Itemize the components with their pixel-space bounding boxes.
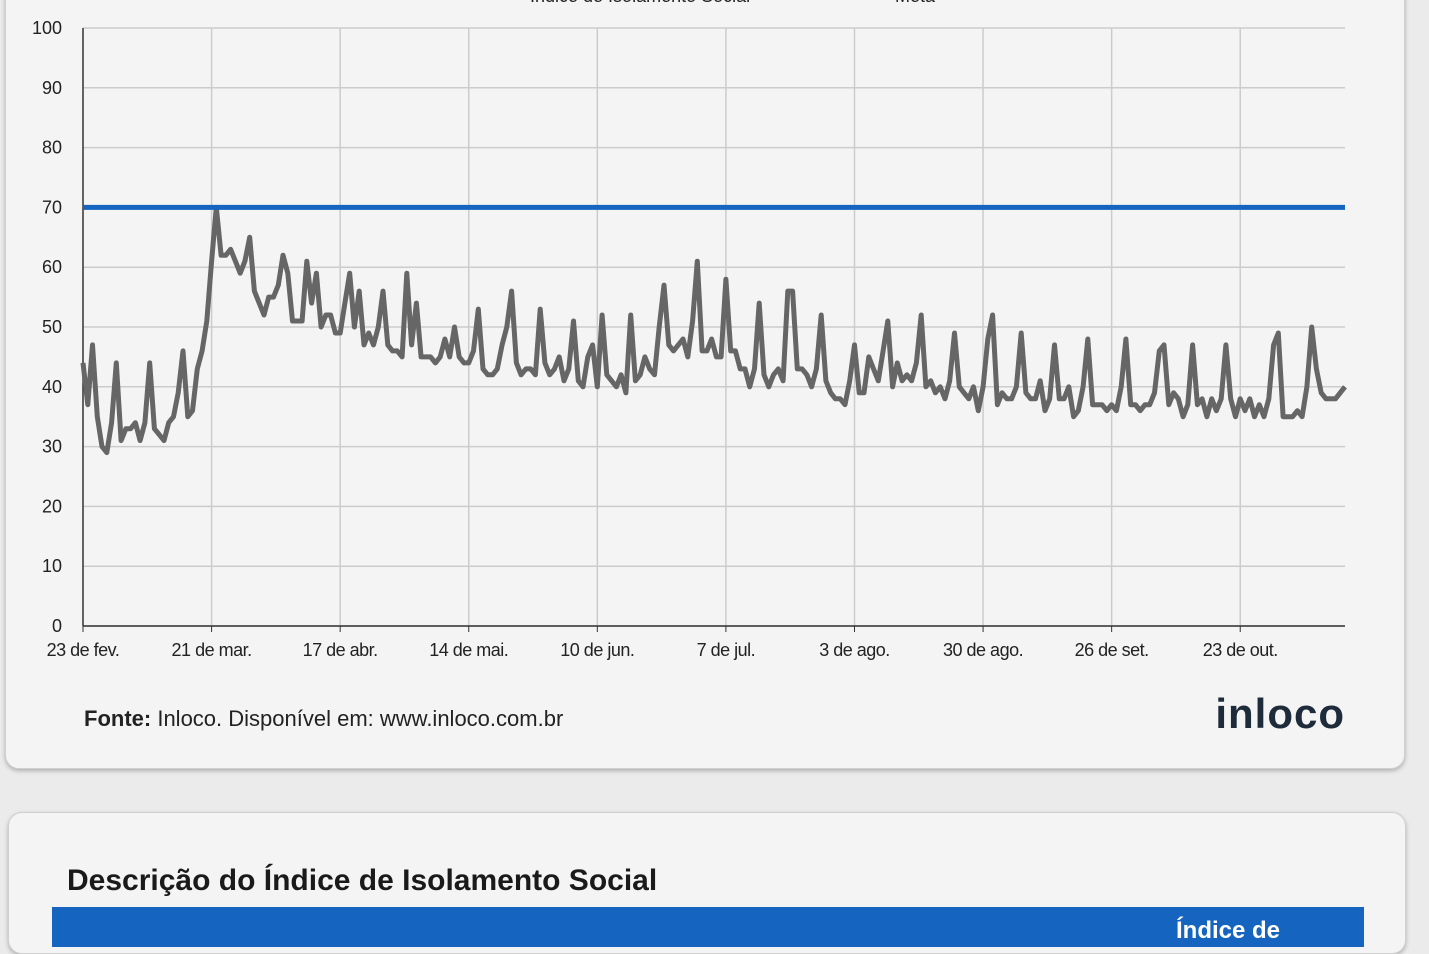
y-tick-label: 10	[42, 556, 62, 576]
x-tick-label: 14 de mai.	[429, 640, 508, 660]
source-label: Fonte:	[84, 706, 152, 731]
x-tick-label: 23 de fev.	[47, 640, 120, 660]
section-title: Descrição do Índice de Isolamento Social	[67, 864, 658, 897]
logo: inloco	[1215, 690, 1345, 737]
table-header-cell: Índice de	[1176, 917, 1281, 944]
y-tick-label: 50	[42, 317, 62, 337]
y-tick-label: 0	[52, 616, 62, 636]
x-tick-label: 10 de jun.	[560, 640, 634, 660]
source-text: Inloco. Disponível em: www.inloco.com.br	[157, 706, 564, 731]
y-tick-label: 100	[32, 18, 62, 38]
legend-label: Meta	[895, 0, 936, 6]
x-tick-label: 17 de abr.	[303, 640, 378, 660]
y-tick-label: 80	[42, 138, 62, 158]
y-tick-label: 60	[42, 257, 62, 277]
x-tick-label: 23 de out.	[1203, 640, 1278, 660]
y-tick-label: 70	[42, 197, 62, 217]
source: Fonte: Inloco. Disponível em: www.inloco…	[84, 706, 563, 732]
x-tick-label: 30 de ago.	[943, 640, 1023, 660]
y-tick-label: 20	[42, 496, 62, 516]
y-tick-label: 90	[42, 78, 62, 98]
series-line	[80, 204, 1347, 456]
x-tick-label: 21 de mar.	[172, 640, 252, 660]
chart: 0 10 20 30 40 50 60 70 80 90 100 23 de fev. 21 de ma…	[32, 0, 1347, 660]
x-tick-label: 26 de set.	[1075, 640, 1149, 660]
legend-label: Índice de Isolamento Social	[530, 0, 750, 6]
page: 0 10 20 30 40 50 60 70 80 90 100 23 de fev. 21 de ma…	[5, 0, 1406, 954]
x-tick-label: 7 de jul.	[697, 640, 756, 660]
x-tick-label: 3 de ago.	[819, 640, 890, 660]
y-tick-label: 40	[42, 377, 62, 397]
table-header: Índice de	[52, 907, 1364, 947]
y-tick-label: 30	[42, 437, 62, 457]
chart-card	[5, 0, 1405, 769]
